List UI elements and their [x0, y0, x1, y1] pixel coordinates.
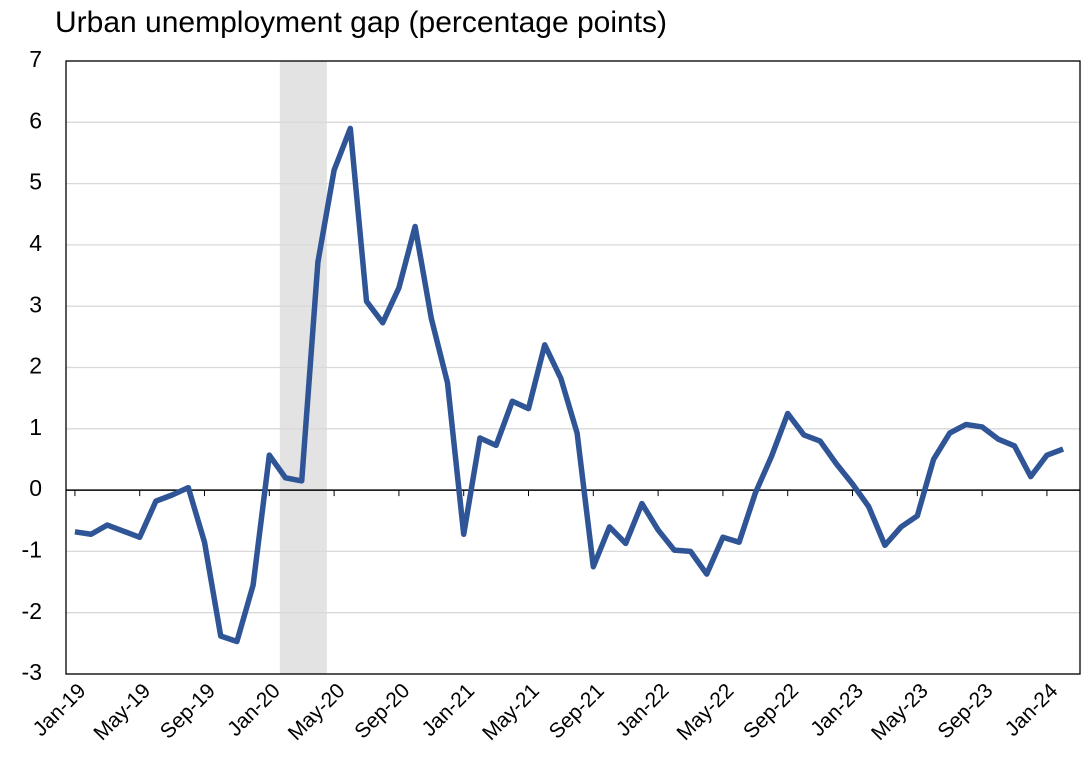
- y-tick-label: 2: [29, 353, 42, 379]
- y-tick-label: -3: [22, 659, 42, 685]
- x-tick-label: Jan-23: [806, 679, 868, 741]
- x-tick-label: May-21: [478, 679, 544, 745]
- y-tick-label: 0: [29, 475, 42, 501]
- x-tick-label: Jan-20: [223, 679, 285, 741]
- y-tick-label: 3: [29, 291, 42, 317]
- x-tick-label: Jan-22: [612, 679, 674, 741]
- plot-border: [65, 60, 1081, 675]
- y-tick-label: 5: [29, 169, 42, 195]
- y-tick-label: 6: [29, 107, 42, 133]
- x-tick-label: Sep-20: [350, 679, 414, 743]
- x-tick-label: Sep-23: [933, 679, 997, 743]
- x-tick-label: Sep-21: [545, 679, 609, 743]
- chart-title: Urban unemployment gap (percentage point…: [55, 6, 667, 39]
- x-tick-label: May-19: [89, 679, 155, 745]
- x-tick-label: Jan-21: [417, 679, 479, 741]
- x-tick-label: May-22: [673, 679, 739, 745]
- y-tick-label: 1: [29, 414, 42, 440]
- x-tick-label: Jan-24: [1001, 679, 1063, 741]
- data-line: [74, 125, 1065, 645]
- x-tick-label: Sep-19: [156, 679, 220, 743]
- y-tick-label: 7: [29, 46, 42, 72]
- x-tick-label: May-20: [284, 679, 350, 745]
- x-tick-label: May-23: [867, 679, 933, 745]
- x-tick-label: Jan-19: [29, 679, 91, 741]
- x-tick-label: Sep-22: [739, 679, 803, 743]
- y-tick-label: -2: [22, 598, 42, 624]
- y-tick-label: -1: [22, 536, 42, 562]
- y-tick-label: 4: [29, 230, 42, 256]
